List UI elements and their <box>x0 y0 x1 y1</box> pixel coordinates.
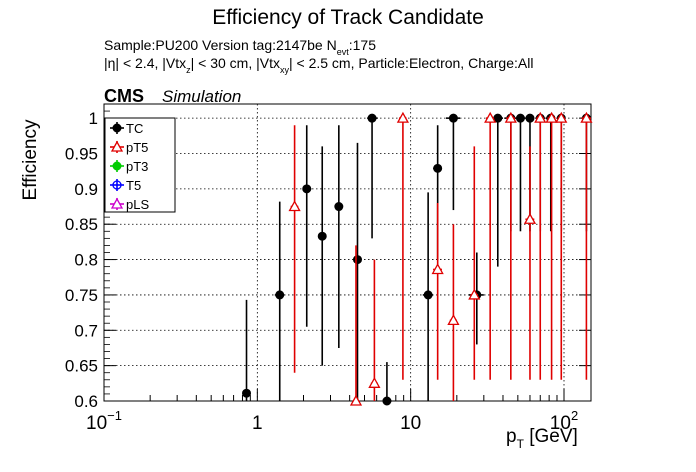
y-tick-label: 1 <box>89 109 98 128</box>
data-point-pt5 <box>468 288 481 300</box>
y-tick-label: 0.75 <box>65 286 98 305</box>
data-point-tc <box>317 231 327 241</box>
x-tick-label: 10−1 <box>86 408 122 434</box>
sample-info-line: Sample:PU200 Version tag:2147be Nevt:175 <box>104 37 376 57</box>
x-axis-title-sub: T <box>517 437 525 451</box>
data-point-tc <box>275 290 285 300</box>
data-point-tc <box>242 388 252 398</box>
data-point-pt5 <box>431 263 444 275</box>
data-point-pt5 <box>523 212 537 224</box>
x-tick-base: 10 <box>86 413 107 434</box>
x-axis-title-unit: [GeV] <box>524 426 578 447</box>
data-point-tc <box>448 113 458 123</box>
x-tick-label: 10 <box>400 413 421 434</box>
legend-entry-label: TC <box>126 121 143 136</box>
x-tick-base: 10 <box>550 413 571 434</box>
nevt-value: :175 <box>349 37 376 53</box>
data-point-pt5 <box>555 111 568 123</box>
x-tick-exponent: 2 <box>571 408 578 423</box>
data-point-tc <box>423 290 433 300</box>
data-point-pt5 <box>545 111 558 123</box>
legend-marker <box>110 140 124 152</box>
y-tick-label: 0.8 <box>74 251 98 270</box>
data-point-tc <box>302 184 312 194</box>
data-point-tc <box>334 202 344 212</box>
selection-cut-part: z <box>186 65 191 75</box>
data-point-pt5 <box>484 111 497 123</box>
y-tick-label: 0.85 <box>65 215 98 234</box>
legend-marker <box>110 197 124 209</box>
selection-cut-part: xy <box>280 65 290 75</box>
grid-lines <box>104 104 591 401</box>
data-point-pt5 <box>447 314 460 326</box>
cms-label: CMS <box>104 86 144 106</box>
data-point-tc <box>433 163 443 173</box>
sample-info-text: Sample:PU200 Version tag:2147be N <box>104 37 337 53</box>
x-tick-base: 1 <box>252 413 263 434</box>
data-point-pt5 <box>368 376 381 388</box>
nevt-subscript: evt <box>337 47 350 57</box>
legend-entry-label: pLS <box>126 197 149 212</box>
x-axis-title: pT [GeV] <box>506 426 578 451</box>
x-tick-base: 10 <box>400 413 421 434</box>
y-axis-title: Efficiency <box>20 119 41 200</box>
legend-entry-label: pT5 <box>126 140 148 155</box>
plot-frame <box>103 103 592 402</box>
data-point-tc <box>367 113 377 123</box>
simulation-label: Simulation <box>162 87 241 106</box>
x-tick-label: 102 <box>550 408 578 434</box>
data-point-pt5 <box>288 200 301 212</box>
legend-entry-label: T5 <box>126 178 141 193</box>
data-point-pt5 <box>504 111 517 123</box>
data-point-pt5 <box>396 111 410 123</box>
data-point-tc <box>525 113 535 123</box>
data-points <box>242 111 593 406</box>
legend-marker <box>112 161 122 171</box>
y-tick-label: 0.7 <box>74 321 98 340</box>
x-tick-exponent: −1 <box>107 408 122 423</box>
data-point-pt5 <box>349 394 363 406</box>
data-point-tc <box>352 255 362 265</box>
legend-entry-label: pT3 <box>126 159 148 174</box>
chart-title: Efficiency of Track Candidate <box>212 6 484 29</box>
legend-marker <box>112 180 122 190</box>
selection-cut-part: | < 2.5 cm, Particle:Electron, Charge:Al… <box>289 55 533 71</box>
data-point-tc <box>382 396 392 406</box>
y-tick-label: 0.95 <box>65 145 98 164</box>
x-tick-label: 1 <box>252 413 263 434</box>
legend-marker <box>112 123 122 133</box>
legend: TC pT5 pT3 T5 pLS <box>110 121 149 212</box>
y-tick-label: 0.9 <box>74 180 98 199</box>
data-point-pt5 <box>580 111 593 123</box>
selection-cut-part: |η| < 2.4, |Vtx <box>104 55 186 71</box>
selection-cuts-line: |η| < 2.4, |Vtxz| < 30 cm, |Vtxxy| < 2.5… <box>104 55 533 75</box>
data-point-tc <box>515 113 525 123</box>
x-axis-title-main: p <box>506 426 517 447</box>
selection-cut-part: | < 30 cm, |Vtx <box>191 55 280 71</box>
y-tick-label: 0.65 <box>65 357 98 376</box>
y-tick-label: 0.6 <box>74 392 98 411</box>
data-point-pt5 <box>534 111 547 123</box>
